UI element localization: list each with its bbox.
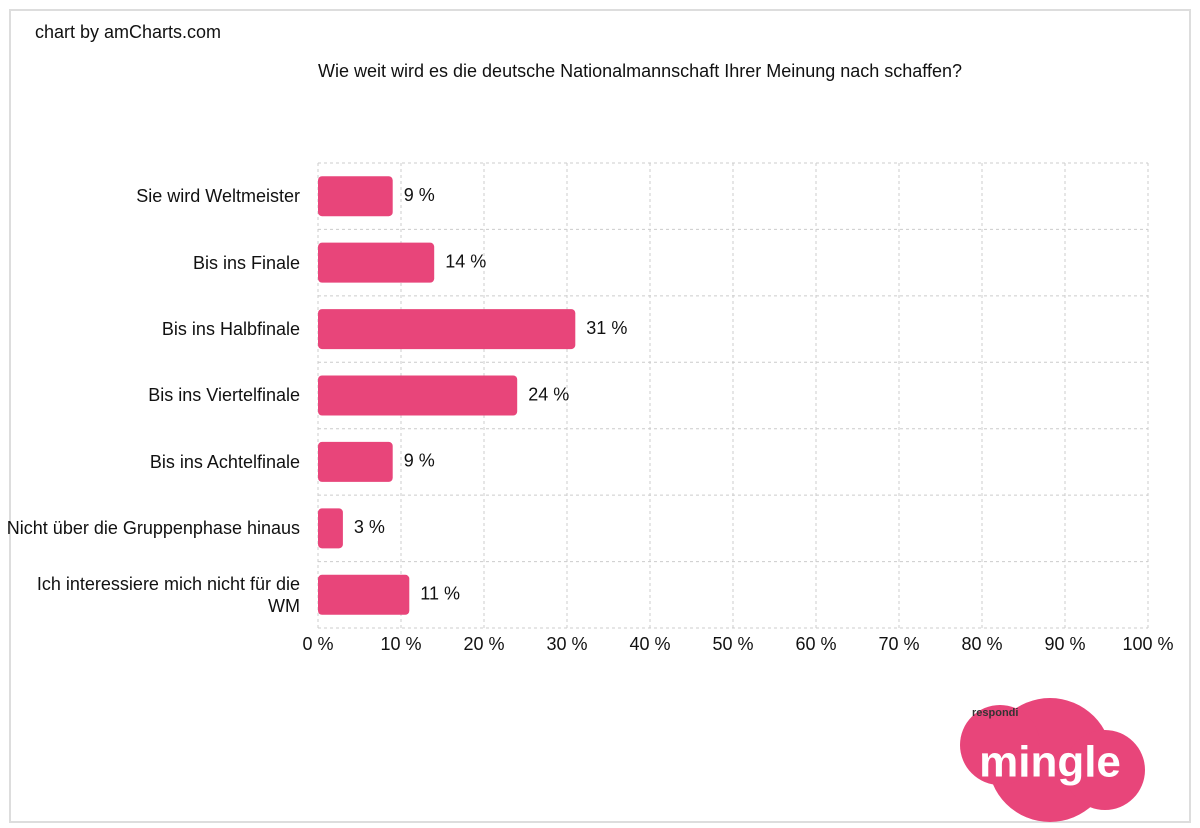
x-tick-label: 30 %	[546, 634, 587, 654]
y-tick-label: Bis ins Halbfinale	[161, 319, 300, 340]
bar	[318, 176, 393, 217]
bar	[318, 574, 410, 615]
logo-blob	[1065, 730, 1145, 810]
y-tick-label: Ich interessiere mich nicht für die WM	[36, 573, 300, 616]
y-tick-label: Bis ins Finale	[192, 252, 300, 273]
x-tick-label: 20 %	[463, 634, 504, 654]
chart-title: Wie weit wird es die deutsche Nationalma…	[318, 61, 962, 81]
x-tick-label: 60 %	[795, 634, 836, 654]
x-tick-label: 80 %	[961, 634, 1002, 654]
x-tick-label: 0 %	[302, 634, 333, 654]
data-label: 14 %	[445, 251, 486, 271]
bar	[318, 242, 435, 283]
logo-tagline: respondi	[972, 707, 1018, 719]
credit: chart by amCharts.com	[35, 22, 221, 42]
x-tick-label: 50 %	[712, 634, 753, 654]
data-label: 24 %	[528, 384, 569, 404]
y-tick-label: Sie wird Weltmeister	[136, 186, 300, 207]
bar	[318, 375, 518, 416]
logo-text: mingle	[979, 738, 1121, 787]
bar	[318, 441, 393, 482]
bar	[318, 309, 576, 350]
y-tick-label: Bis ins Achtelfinale	[149, 451, 300, 472]
x-tick-label: 40 %	[629, 634, 670, 654]
logo-blob	[960, 705, 1040, 785]
x-tick-label: 90 %	[1044, 634, 1085, 654]
x-tick-label: 70 %	[878, 634, 919, 654]
data-label: 31 %	[586, 318, 627, 338]
data-label: 3 %	[354, 517, 385, 537]
data-label: 11 %	[420, 584, 460, 604]
y-tick-label: Bis ins Viertelfinale	[148, 385, 300, 406]
y-tick-label: Nicht über die Gruppenphase hinaus	[6, 518, 300, 539]
data-label: 9 %	[404, 185, 435, 205]
x-tick-label: 100 %	[1122, 634, 1173, 654]
frame	[9, 9, 1191, 823]
data-label: 9 %	[404, 451, 435, 471]
logo: respondi mingle	[960, 698, 1145, 822]
bar	[318, 508, 343, 549]
x-tick-label: 10 %	[380, 634, 421, 654]
